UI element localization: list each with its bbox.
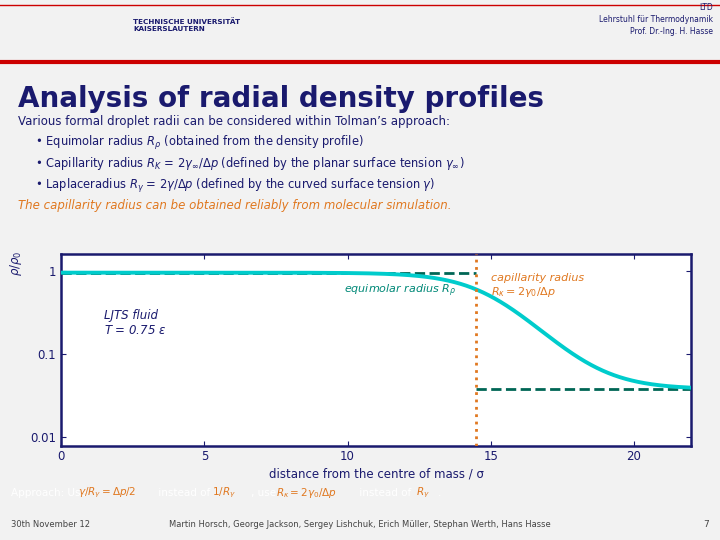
Text: instead of: instead of [155, 488, 213, 498]
Text: capillarity radius
$R_\kappa = 2\gamma_0/\Delta p$: capillarity radius $R_\kappa = 2\gamma_0… [491, 273, 584, 299]
Text: 7: 7 [703, 520, 709, 529]
Text: Various formal droplet radii can be considered within Tolman’s approach:: Various formal droplet radii can be cons… [18, 115, 450, 128]
Text: LJTS fluid
$T$ = 0.75 $\varepsilon$: LJTS fluid $T$ = 0.75 $\varepsilon$ [104, 309, 166, 337]
Text: , use: , use [251, 488, 279, 498]
Text: Approach: Use: Approach: Use [11, 488, 90, 498]
Text: • Capillarity radius $R_K$ = 2$\gamma_\infty$/$\Delta p$ (defined by the planar : • Capillarity radius $R_K$ = 2$\gamma_\i… [35, 155, 464, 172]
Text: TECHNISCHE UNIVERSITÄT
KAISERSLAUTERN: TECHNISCHE UNIVERSITÄT KAISERSLAUTERN [133, 18, 240, 32]
Text: $R_\kappa = 2\gamma_0/\Delta p$: $R_\kappa = 2\gamma_0/\Delta p$ [276, 486, 337, 500]
Text: $1/R_\gamma$: $1/R_\gamma$ [212, 485, 236, 500]
Text: $R_\gamma$: $R_\gamma$ [416, 485, 430, 500]
Text: equimolar radius $R_\rho$: equimolar radius $R_\rho$ [344, 283, 456, 299]
Text: 30th November 12: 30th November 12 [11, 520, 90, 529]
Text: The capillarity radius can be obtained reliably from molecular simulation.: The capillarity radius can be obtained r… [18, 199, 451, 212]
Text: Analysis of radial density profiles: Analysis of radial density profiles [18, 85, 544, 113]
Text: Martin Horsch, George Jackson, Sergey Lishchuk, Erich Müller, Stephan Werth, Han: Martin Horsch, George Jackson, Sergey Li… [169, 520, 551, 529]
Text: .: . [438, 488, 441, 498]
Text: $\gamma/R_\gamma = \Delta p/2$: $\gamma/R_\gamma = \Delta p/2$ [78, 485, 136, 500]
Text: LTD
Lehrstuhl für Thermodynamik
Prof. Dr.-Ing. H. Hasse: LTD Lehrstuhl für Thermodynamik Prof. Dr… [599, 3, 713, 36]
Text: $\rho/\rho_0$: $\rho/\rho_0$ [8, 251, 24, 276]
Text: • Laplaceradius $R_\gamma$ = 2$\gamma$/$\Delta p$ (defined by the curved surface: • Laplaceradius $R_\gamma$ = 2$\gamma$/$… [35, 177, 436, 195]
Text: • Equimolar radius $R_\rho$ (obtained from the density profile): • Equimolar radius $R_\rho$ (obtained fr… [35, 134, 364, 152]
X-axis label: distance from the centre of mass / σ: distance from the centre of mass / σ [269, 468, 484, 481]
Text: instead of: instead of [356, 488, 415, 498]
